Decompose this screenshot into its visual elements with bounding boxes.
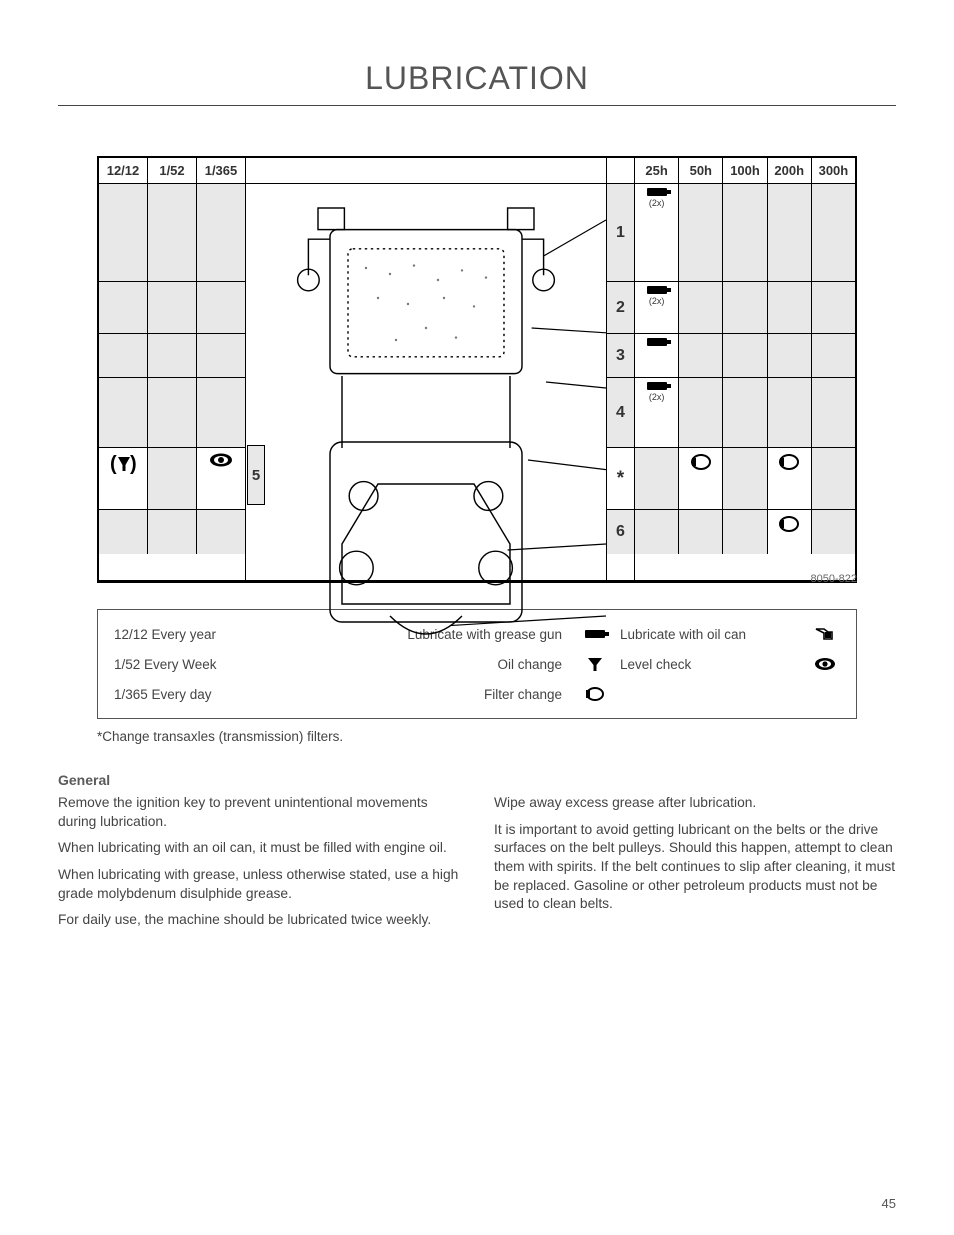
schedule-right-hours-block: 25h 50h 100h 200h 300h (2x) (2x) — [635, 158, 855, 580]
grease-gun-icon — [585, 630, 605, 638]
general-column-left: Remove the ignition key to prevent unint… — [58, 794, 460, 938]
grease-gun-icon — [647, 338, 667, 346]
schedule-center-diagram — [245, 158, 607, 580]
legend-text: Lubricate with oil can — [620, 627, 746, 642]
point-6: 6 — [607, 510, 634, 554]
general-column-right: Wipe away excess grease after lubricatio… — [494, 794, 896, 938]
svg-text:(: ( — [110, 453, 117, 475]
legend-col-action-icons-2 — [810, 624, 840, 704]
hdr-100h: 100h — [723, 158, 767, 183]
multiplier-2x: (2x) — [649, 198, 665, 208]
general-body-columns: Remove the ignition key to prevent unint… — [58, 794, 896, 938]
general-paragraph: Wipe away excess grease after lubricatio… — [494, 794, 896, 813]
schedule-left-row-5: ( ) — [99, 448, 245, 510]
filter-icon — [585, 684, 605, 704]
funnel-paren-icon: ( ) — [99, 448, 148, 509]
hdr-25h: 25h — [635, 158, 679, 183]
point-2: 2 — [607, 282, 634, 334]
schedule-right-row-2: (2x) — [635, 282, 855, 334]
legend-text: Level check — [620, 657, 691, 672]
point-1: 1 — [607, 184, 634, 282]
schedule-right-row-6 — [635, 510, 855, 554]
legend-text: Filter change — [484, 687, 562, 702]
legend-text: 12/12 Every year — [114, 627, 216, 642]
svg-text:): ) — [130, 453, 137, 475]
general-paragraph: When lubricating with an oil can, it mus… — [58, 839, 460, 858]
general-paragraph: For daily use, the machine should be lub… — [58, 911, 460, 930]
schedule-left-header-row: 12/12 1/52 1/365 — [99, 158, 245, 184]
hdr-12-12: 12/12 — [99, 158, 148, 183]
legend-text: 1/365 Every day — [114, 687, 212, 702]
schedule-left-frequency-block: 12/12 1/52 1/365 ( ) — [99, 158, 245, 580]
hdr-50h: 50h — [679, 158, 723, 183]
point-4: 4 — [607, 378, 634, 448]
general-paragraph: It is important to avoid getting lubrica… — [494, 821, 896, 914]
eye-icon — [197, 448, 245, 509]
multiplier-2x: (2x) — [649, 296, 665, 306]
general-heading: General — [58, 772, 896, 788]
point-3: 3 — [607, 334, 634, 378]
filter-icon — [768, 448, 812, 509]
point-5-label: 5 — [247, 445, 265, 505]
lubrication-schedule-table: 12/12 1/52 1/365 ( ) — [97, 156, 857, 583]
filter-icon — [768, 510, 812, 554]
schedule-right-row-1: (2x) — [635, 184, 855, 282]
general-paragraph: Remove the ignition key to prevent unint… — [58, 794, 460, 831]
legend-col-actions-2: Lubricate with oil can Level check — [620, 624, 800, 704]
schedule-point-number-column: 1 2 3 4 * 6 — [607, 158, 635, 580]
page-title: LUBRICATION — [58, 60, 896, 106]
grease-gun-icon — [647, 188, 667, 196]
eye-icon — [814, 654, 836, 674]
schedule-right-header-row: 25h 50h 100h 200h 300h — [635, 158, 855, 184]
hdr-1-365: 1/365 — [197, 158, 245, 183]
schedule-right-row-4: (2x) — [635, 378, 855, 448]
hdr-1-52: 1/52 — [148, 158, 197, 183]
grease-gun-icon — [647, 382, 667, 390]
schedule-right-row-5 — [635, 448, 855, 510]
oil-can-icon — [814, 624, 836, 644]
schedule-right-row-3 — [635, 334, 855, 378]
hdr-200h: 200h — [768, 158, 812, 183]
hdr-300h: 300h — [812, 158, 855, 183]
point-asterisk: * — [607, 448, 634, 510]
filter-icon — [679, 448, 723, 509]
footnote-transaxle: *Change transaxles (transmission) filter… — [97, 729, 857, 744]
general-paragraph: When lubricating with grease, unless oth… — [58, 866, 460, 903]
grease-gun-icon — [647, 286, 667, 294]
page-number: 45 — [882, 1196, 896, 1211]
multiplier-2x: (2x) — [649, 392, 665, 402]
legend-text: 1/52 Every Week — [114, 657, 217, 672]
